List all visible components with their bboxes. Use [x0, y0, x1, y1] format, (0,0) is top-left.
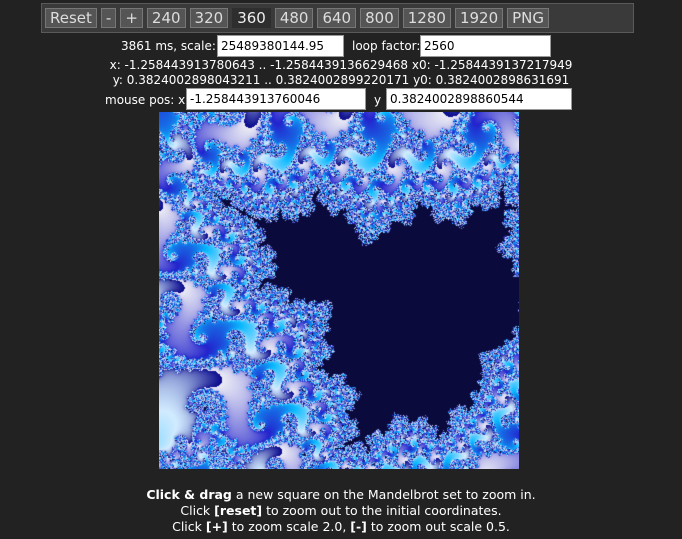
zoom-toolbar: Reset - +240 320 360 480 640 800 1280 1920 PNG — [41, 3, 634, 33]
mandelbrot-canvas[interactable] — [159, 112, 519, 469]
mouse-y-label: y — [374, 93, 382, 107]
help-reset-pre: Click — [180, 503, 215, 518]
toolbar-button-800[interactable]: 800 — [360, 8, 399, 28]
help-drag-text: a new square on the Mandelbrot set to zo… — [231, 487, 536, 502]
mouse-x-input[interactable] — [186, 88, 366, 110]
toolbar-button-png[interactable]: PNG — [507, 8, 550, 28]
help-zoom-out-bold: [-] — [350, 519, 367, 534]
toolbar-button-360[interactable]: 360 — [232, 8, 271, 28]
toolbar-button-zoom-out[interactable]: - — [100, 8, 117, 28]
help-zoom-pre: Click — [172, 519, 206, 534]
help-zoom-post: to zoom out scale 0.5. — [366, 519, 510, 534]
toolbar-button-480[interactable]: 480 — [274, 8, 314, 28]
mouse-pos-label: mouse pos: x — [105, 93, 186, 107]
help-line-reset: Click [reset] to zoom out to the initial… — [0, 503, 682, 519]
toolbar-button-1920[interactable]: 1920 — [454, 8, 504, 28]
render-time-label: 3861 ms, scale: — [121, 39, 216, 53]
toolbar-button-1280[interactable]: 1280 — [402, 8, 451, 28]
loop-factor-label: loop factor: — [352, 39, 421, 53]
mouse-y-input[interactable] — [386, 88, 572, 110]
help-zoom-in-bold: [+] — [205, 519, 228, 534]
toolbar-button-240[interactable]: 240 — [146, 8, 186, 28]
toolbar-button-zoom-in[interactable]: + — [120, 8, 143, 28]
help-zoom-mid: to zoom scale 2.0, — [227, 519, 351, 534]
help-line-drag: Click & drag a new square on the Mandelb… — [0, 487, 682, 503]
help-reset-bold: [reset] — [214, 503, 263, 518]
help-drag-bold: Click & drag — [146, 487, 232, 502]
toolbar-button-320[interactable]: 320 — [189, 8, 229, 28]
help-line-zoom: Click [+] to zoom scale 2.0, [-] to zoom… — [0, 519, 682, 535]
help-reset-post: to zoom out to the initial coordinates. — [262, 503, 502, 518]
toolbar-button-reset[interactable]: Reset — [45, 8, 97, 28]
x-range-text: x: -1.258443913780643 .. -1.258443913662… — [109, 58, 573, 72]
loop-factor-input[interactable] — [420, 35, 551, 57]
scale-input[interactable] — [217, 35, 344, 57]
toolbar-button-640[interactable]: 640 — [317, 8, 357, 28]
y-range-text: y: 0.3824002898043211 .. 0.3824002899220… — [112, 73, 570, 87]
